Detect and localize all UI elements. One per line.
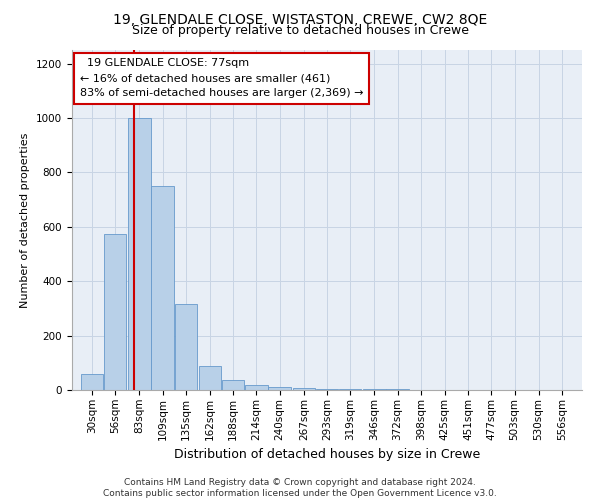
Bar (339, 389, 361, 390)
Bar (363, 389, 386, 390)
Text: 19, GLENDALE CLOSE, WISTASTON, CREWE, CW2 8QE: 19, GLENDALE CLOSE, WISTASTON, CREWE, CW… (113, 12, 487, 26)
Text: Contains HM Land Registry data © Crown copyright and database right 2024.
Contai: Contains HM Land Registry data © Crown c… (103, 478, 497, 498)
Text: Size of property relative to detached houses in Crewe: Size of property relative to detached ho… (131, 24, 469, 37)
Y-axis label: Number of detached properties: Number of detached properties (20, 132, 31, 308)
X-axis label: Distribution of detached houses by size in Crewe: Distribution of detached houses by size … (174, 448, 480, 461)
Bar (104, 234, 127, 390)
Bar (151, 186, 174, 390)
Bar (175, 304, 197, 390)
Bar (81, 374, 103, 390)
Bar (293, 388, 315, 390)
Bar (316, 388, 338, 390)
Text: 19 GLENDALE CLOSE: 77sqm
← 16% of detached houses are smaller (461)
83% of semi-: 19 GLENDALE CLOSE: 77sqm ← 16% of detach… (80, 58, 363, 98)
Bar (245, 384, 268, 390)
Bar (128, 118, 151, 390)
Bar (199, 366, 221, 390)
Bar (268, 388, 291, 390)
Bar (222, 380, 244, 390)
